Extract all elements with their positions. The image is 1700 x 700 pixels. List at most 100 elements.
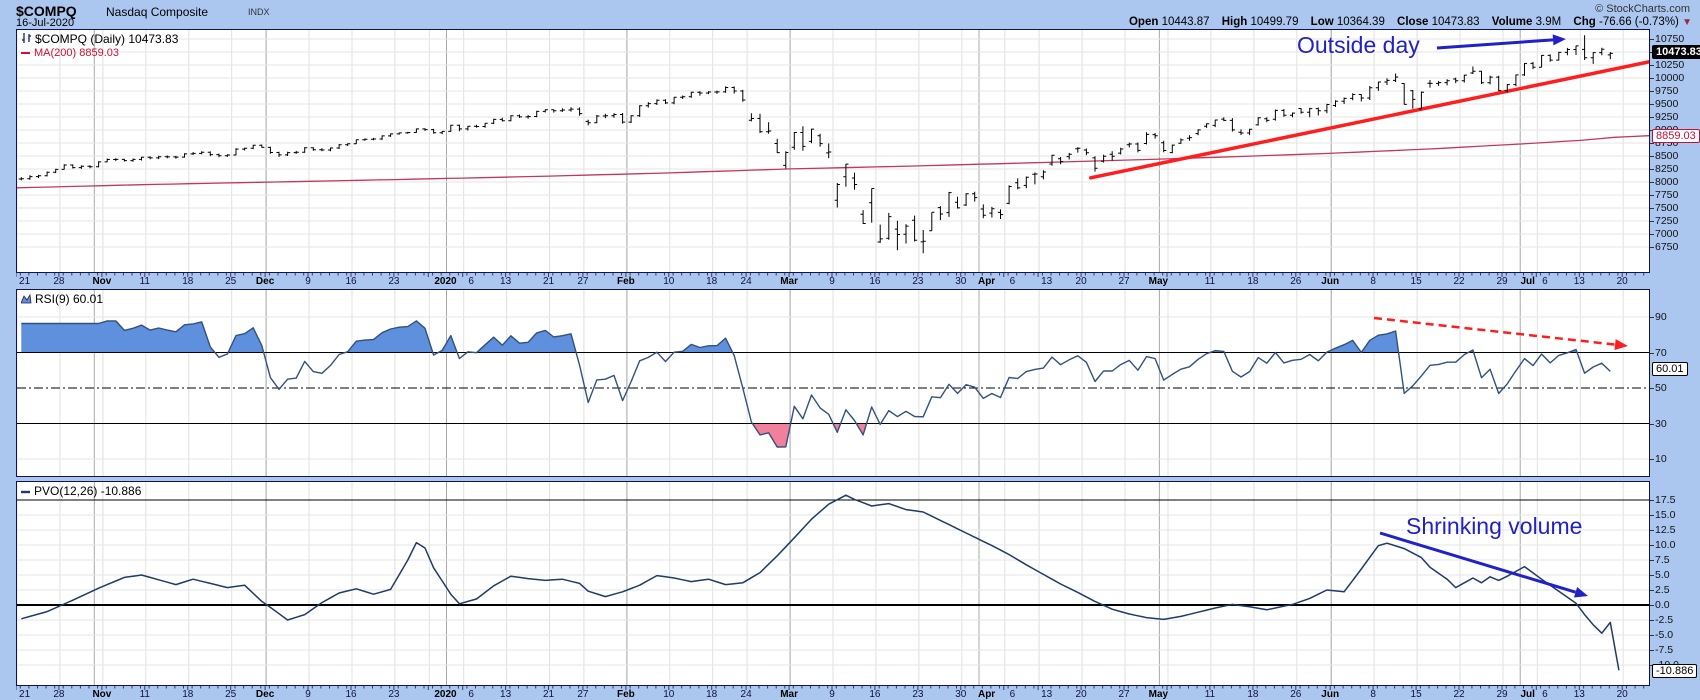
x-axis-label: 18 <box>182 689 194 700</box>
date-axis-upper: 21 28 Nov 11 18 25 Dec 9 16 23 2020 6 13 21 27 Feb 10 18 2… <box>15 273 1650 289</box>
x-axis-label: 26 <box>1290 276 1302 287</box>
y-axis-label: 70 <box>1650 346 1667 359</box>
quote-bar: Open 10443.87 High 10499.79 Low 10364.39… <box>1120 16 1692 28</box>
open-value: 10443.87 <box>1161 16 1210 28</box>
x-axis-label: Nov <box>92 689 112 700</box>
x-axis-label: 16 <box>345 276 357 287</box>
x-axis-label: Apr <box>977 276 996 287</box>
x-axis-label: 24 <box>740 276 752 287</box>
x-axis-label: 29 <box>1496 276 1508 287</box>
x-axis-label: 21 <box>542 689 555 700</box>
y-axis-label: 8250 <box>1649 163 1679 175</box>
x-axis-label: 16 <box>345 689 357 700</box>
x-axis-label: 26 <box>1290 689 1302 700</box>
x-axis-label: 21 <box>19 276 31 287</box>
y-axis-label: 7000 <box>1649 228 1679 240</box>
x-axis-label: 27 <box>577 276 589 287</box>
date-ticks-upper <box>15 273 1645 277</box>
rsi-panel: RSI(9) 60.01 <box>16 289 1650 477</box>
chg-dropdown-icon[interactable]: ▼ <box>1682 17 1692 28</box>
volume-value: 3.9M <box>1535 16 1562 28</box>
x-axis-label: 11 <box>139 689 150 700</box>
x-axis-label: 2020 <box>434 689 457 700</box>
x-axis-label: 23 <box>388 276 400 287</box>
chg-label: Chg <box>1573 16 1596 28</box>
low-label: Low <box>1310 16 1334 28</box>
x-axis-label: 10 <box>663 276 675 287</box>
y-axis-label: 5.0 <box>1650 569 1670 581</box>
y-axis-label: 9250 <box>1649 111 1679 123</box>
x-axis-label: 30 <box>955 276 967 287</box>
x-axis-label: Feb <box>617 689 635 700</box>
chg-value: -76.66 (-0.73%) <box>1598 16 1679 28</box>
x-axis-label: 13 <box>1041 276 1053 287</box>
x-axis-label: 6 <box>1009 689 1016 700</box>
x-axis-label: Feb <box>617 276 635 287</box>
x-axis-label: 13 <box>1573 689 1585 700</box>
x-axis-label: 20 <box>1075 276 1087 287</box>
low-value: 10364.39 <box>1336 16 1385 28</box>
x-axis-label: 16 <box>869 689 881 700</box>
rsi-area-icon <box>20 293 32 307</box>
open-label: Open <box>1128 16 1159 28</box>
y-axis-label: 2.5 <box>1650 584 1670 596</box>
y-axis-label: 9500 <box>1649 98 1679 110</box>
y-axis-label: 7750 <box>1649 189 1679 201</box>
x-axis-label: May <box>1148 689 1169 700</box>
y-axis-label: 10250 <box>1649 59 1685 71</box>
y-axis-label: 30 <box>1650 417 1667 430</box>
x-axis-label: Jul <box>1520 276 1535 287</box>
x-axis-label: 25 <box>225 689 237 700</box>
y-axis-label: 10750 <box>1649 33 1685 45</box>
y-axis-label: 9750 <box>1649 85 1679 97</box>
outside-day-annotation: Outside day <box>1297 32 1420 58</box>
pvo-legend-text: PVO(12,26) -10.886 <box>34 484 142 498</box>
x-axis-label: 8 <box>1370 689 1376 700</box>
rsi-legend-text: RSI(9) 60.01 <box>35 292 104 306</box>
x-axis-label: 25 <box>225 276 237 287</box>
x-axis-label: 18 <box>706 276 718 287</box>
x-axis-label: 8 <box>1370 276 1376 287</box>
y-axis-label: -2.5 <box>1649 614 1674 626</box>
y-axis-label: 8000 <box>1649 176 1679 188</box>
x-axis-label: 13 <box>1041 689 1053 700</box>
x-axis-label: 6 <box>1009 276 1016 287</box>
x-axis-label: 21 <box>19 689 31 700</box>
x-axis-label: 9 <box>829 689 835 700</box>
x-axis-label: 22 <box>1453 689 1465 700</box>
x-axis-label: 6 <box>468 276 474 287</box>
x-axis-label: 9 <box>305 689 311 700</box>
x-axis-label: 11 <box>1204 276 1216 287</box>
x-axis-label: 24 <box>740 689 752 700</box>
y-axis-label: 6750 <box>1649 241 1679 253</box>
x-axis-label: 27 <box>577 689 589 700</box>
price-panel: $COMPQ (Daily) 10473.83 MA(200) 8859.03 <box>16 29 1651 273</box>
close-value: 10473.83 <box>1431 16 1480 28</box>
x-axis-label: Nov <box>92 276 112 287</box>
chart-date: 16-Jul-2020 <box>16 17 75 29</box>
high-value: 10499.79 <box>1250 16 1299 28</box>
exchange-label: INDX <box>248 7 270 17</box>
x-axis-label: 21 <box>542 276 555 287</box>
x-axis-label: 23 <box>912 689 924 700</box>
y-axis-label: 12.5 <box>1649 524 1676 536</box>
y-axis-label: 0.0 <box>1650 599 1670 611</box>
x-axis-label: 9 <box>305 276 311 287</box>
pvo-chart <box>16 482 1649 685</box>
pvo-value-label: -10.886 <box>1652 664 1698 678</box>
x-axis-label: 13 <box>1573 276 1585 287</box>
y-axis-label: 10.0 <box>1649 539 1676 551</box>
y-axis-label: -5.0 <box>1649 629 1674 641</box>
x-axis-label: 16 <box>869 276 881 287</box>
ma-legend: MA(200) 8859.03 <box>21 47 119 60</box>
x-axis-label: 18 <box>182 276 194 287</box>
high-label: High <box>1221 16 1248 28</box>
x-axis-label: Jun <box>1321 276 1340 287</box>
date-ticks-lower <box>15 686 1645 690</box>
close-label: Close <box>1397 16 1429 28</box>
volume-label: Volume <box>1491 16 1533 28</box>
symbol-name: Nasdaq Composite <box>106 5 209 19</box>
x-axis-label: 18 <box>1247 689 1259 700</box>
x-axis-label: Jun <box>1321 689 1340 700</box>
x-axis-label: 20 <box>1075 689 1087 700</box>
